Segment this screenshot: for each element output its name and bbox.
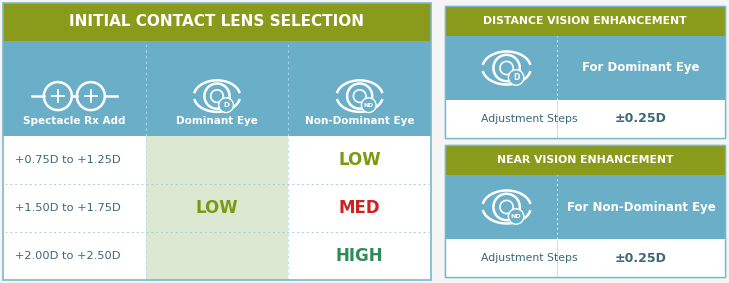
Text: ND: ND [511,214,521,219]
Bar [146,136,289,184]
Bar [445,145,725,277]
Bar [445,6,725,138]
Text: +2.00D to +2.50D: +2.00D to +2.50D [15,251,120,261]
Circle shape [508,209,524,224]
Bar [445,239,725,277]
Bar [445,6,725,36]
Bar [3,41,431,136]
Bar [445,145,725,277]
Text: ND: ND [364,103,374,108]
Text: Spectacle Rx Add: Spectacle Rx Add [23,116,125,126]
Bar [3,3,431,41]
Text: Adjustment Steps: Adjustment Steps [480,114,577,124]
Text: D: D [223,102,229,108]
Bar [146,232,289,280]
Bar [445,6,725,138]
Bar [3,3,431,280]
Text: D: D [513,73,519,82]
Text: LOW: LOW [195,199,238,217]
Text: DISTANCE VISION ENHANCEMENT: DISTANCE VISION ENHANCEMENT [483,16,687,26]
Text: +1.50D to +1.75D: +1.50D to +1.75D [15,203,121,213]
Circle shape [508,70,524,85]
Text: ±0.25D: ±0.25D [615,252,667,265]
Bar [445,36,725,100]
Text: MED: MED [339,199,381,217]
Text: +0.75D to +1.25D: +0.75D to +1.25D [15,155,120,165]
Text: Adjustment Steps: Adjustment Steps [480,253,577,263]
Bar [445,145,725,175]
Text: ±0.25D: ±0.25D [615,113,667,125]
Text: Dominant Eye: Dominant Eye [176,116,258,126]
Text: NEAR VISION ENHANCEMENT: NEAR VISION ENHANCEMENT [496,155,674,165]
Circle shape [362,98,376,113]
Bar [445,100,725,138]
Text: For Non-Dominant Eye: For Non-Dominant Eye [566,200,715,213]
Bar [146,184,289,232]
Bar [3,3,431,280]
Text: HIGH: HIGH [336,247,383,265]
Text: LOW: LOW [338,151,381,169]
Bar [445,175,725,239]
Text: Non-Dominant Eye: Non-Dominant Eye [305,116,414,126]
Text: For Dominant Eye: For Dominant Eye [582,61,700,74]
Text: INITIAL CONTACT LENS SELECTION: INITIAL CONTACT LENS SELECTION [69,14,364,29]
Circle shape [219,98,233,113]
